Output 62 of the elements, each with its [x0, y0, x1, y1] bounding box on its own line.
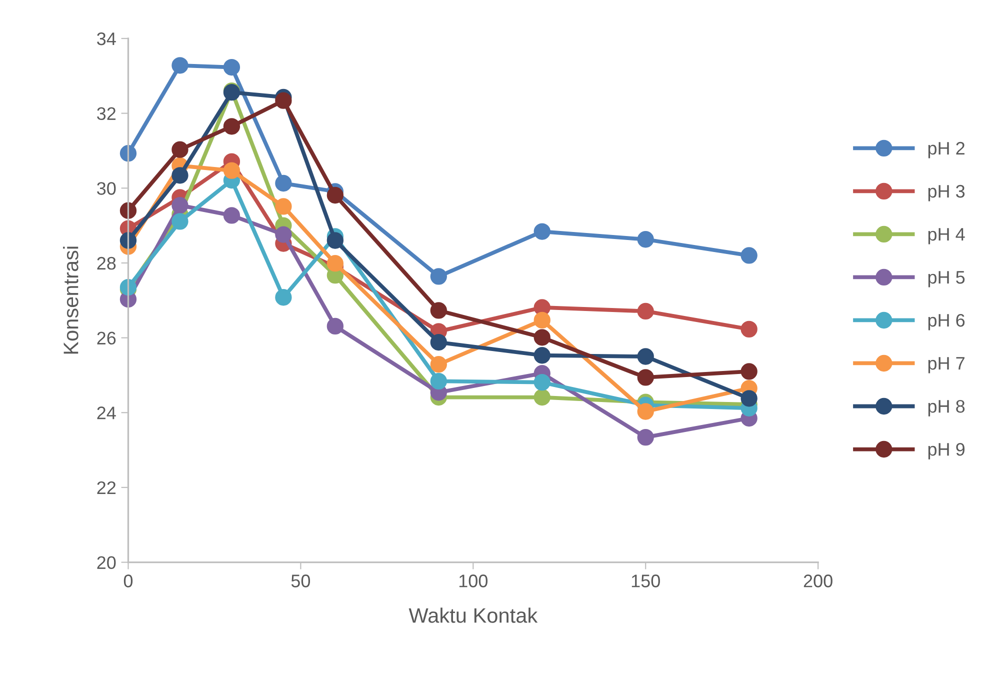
point	[275, 289, 292, 306]
point	[637, 231, 654, 248]
point	[275, 226, 292, 243]
point	[740, 247, 758, 264]
point	[172, 57, 188, 74]
x-tick-label: 150	[632, 574, 660, 588]
point	[637, 348, 654, 365]
point	[275, 92, 292, 109]
point	[637, 302, 654, 320]
legend-label: pH 4	[928, 228, 965, 244]
legend-label: pH 2	[928, 142, 964, 158]
y-tick-label: 22	[97, 481, 116, 494]
point	[740, 363, 758, 380]
y-tick-label: 32	[97, 107, 116, 120]
y-axis-title: Konsentrasi	[63, 246, 78, 354]
point	[326, 232, 344, 249]
y-tick-label: 30	[97, 182, 116, 195]
point	[534, 388, 550, 406]
point	[223, 207, 240, 224]
point	[223, 118, 240, 135]
point	[172, 213, 188, 230]
legend-label: pH 6	[928, 314, 965, 330]
y-tick-label: 20	[97, 556, 116, 569]
point	[637, 403, 654, 420]
point	[534, 374, 550, 391]
x-tick-label: 200	[804, 574, 832, 588]
point	[534, 347, 550, 364]
x-tick-label: 0	[124, 574, 133, 588]
legend-label: pH 5	[928, 271, 965, 288]
point	[534, 223, 550, 240]
x-axis-title: Waktu Kontak	[408, 608, 538, 623]
x-tick-label: 100	[459, 574, 488, 588]
y-tick-label: 28	[97, 256, 116, 270]
point	[534, 312, 550, 329]
legend-label: pH 7	[928, 357, 964, 374]
point	[326, 318, 344, 335]
point	[534, 329, 550, 346]
point	[275, 174, 292, 192]
point	[172, 167, 188, 184]
point	[430, 302, 447, 319]
point	[740, 320, 758, 338]
point	[637, 369, 654, 386]
y-tick-label: 24	[97, 406, 116, 420]
point	[326, 186, 344, 204]
legend-label: pH 8	[928, 400, 965, 416]
point	[637, 428, 654, 446]
legend-label: pH 9	[928, 442, 965, 460]
point	[430, 334, 447, 351]
legend-label: pH 3	[928, 184, 965, 202]
point	[430, 356, 447, 373]
y-tick-label: 34	[97, 32, 116, 46]
point	[223, 162, 240, 179]
point	[326, 255, 344, 272]
x-tick-label: 50	[291, 574, 310, 588]
point	[172, 141, 188, 158]
point	[275, 198, 292, 215]
y-tick-label: 26	[97, 332, 116, 345]
point	[172, 197, 188, 214]
point	[430, 372, 447, 390]
point	[430, 268, 447, 285]
point	[740, 390, 758, 407]
point	[223, 58, 240, 76]
